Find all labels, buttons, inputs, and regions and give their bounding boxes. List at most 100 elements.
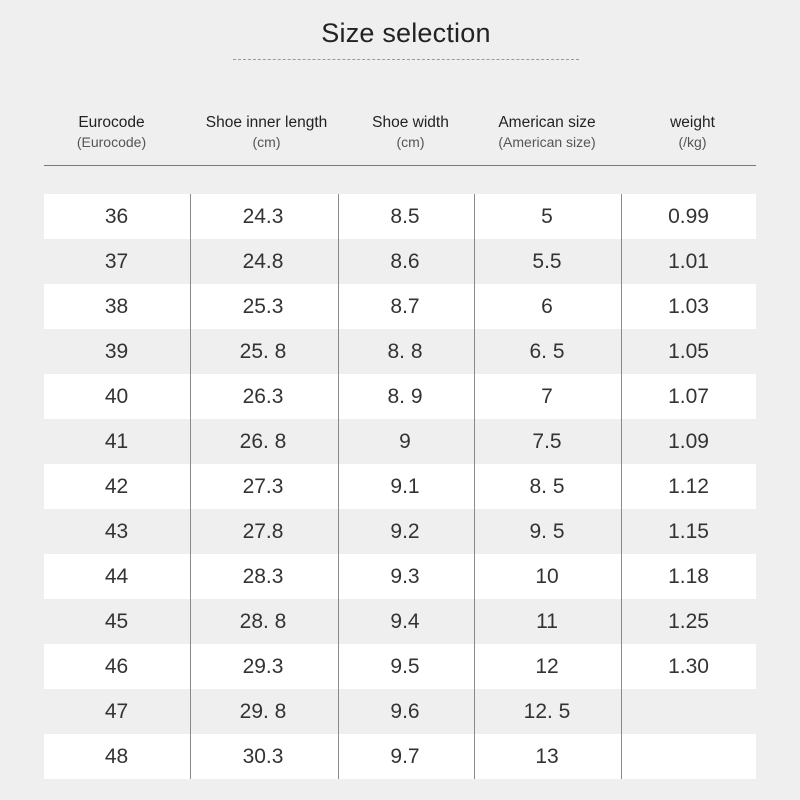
table-cell: 44	[104, 565, 129, 588]
table-cell: 39	[104, 340, 129, 363]
table-header: Eurocode (Eurocode) Shoe inner length (c…	[44, 112, 756, 168]
column-divider	[474, 194, 475, 779]
table-cell: 43	[104, 520, 129, 543]
page-title: Size selection	[321, 18, 491, 48]
table-cell: 9.1	[390, 475, 420, 498]
table-cell: 11	[536, 610, 558, 633]
table-cell: 9	[399, 430, 411, 453]
header-label: American size	[498, 114, 596, 131]
table-cell: 41	[104, 430, 129, 453]
table-cell: 28. 8	[239, 610, 287, 633]
header-label: Shoe inner length	[205, 114, 328, 131]
header-sublabel: (cm)	[252, 134, 281, 150]
table-cell: 36	[104, 205, 129, 228]
column-divider	[338, 194, 339, 779]
table-cell: 24.8	[242, 250, 284, 273]
header-label: weight	[670, 114, 715, 131]
table-cell: 6. 5	[529, 340, 565, 363]
table-cell: 1.09	[668, 430, 709, 453]
table-cell: 1.01	[668, 250, 709, 273]
header-weight: weight (/kg)	[621, 112, 764, 150]
table-row: 43 27.8 9.2 9. 5 1.15	[44, 509, 756, 554]
table-cell: 9.5	[390, 655, 420, 678]
table-cell: 1.15	[668, 520, 709, 543]
header-eurocode: Eurocode (Eurocode)	[44, 112, 179, 150]
table-cell: 8.6	[390, 250, 420, 273]
table-row: 45 28. 8 9.4 11 1.25	[44, 599, 756, 644]
table-cell: 25. 8	[239, 340, 287, 363]
header-label: Shoe width	[372, 114, 449, 131]
table-cell: 9.3	[390, 565, 420, 588]
table-cell: 42	[104, 475, 129, 498]
table-cell: 13	[535, 745, 559, 768]
table-cell: 26.3	[242, 385, 284, 408]
table-cell: 25.3	[242, 295, 284, 318]
table-row: 38 25.3 8.7 6 1.03	[44, 284, 756, 329]
header-label: Eurocode	[78, 114, 145, 131]
table-cell: 24.3	[242, 205, 284, 228]
table-cell: 8.7	[390, 295, 420, 318]
table-cell: 29.3	[242, 655, 284, 678]
table-cell: 8. 8	[387, 340, 423, 363]
table-row: 47 29. 8 9.6 12. 5	[44, 689, 756, 734]
table-cell: 1.25	[668, 610, 709, 633]
table-cell: 38	[104, 295, 129, 318]
header-sublabel: (American size)	[498, 134, 596, 150]
table-cell: 1.07	[668, 385, 709, 408]
table-cell: 10	[535, 565, 559, 588]
table-row: 37 24.8 8.6 5.5 1.01	[44, 239, 756, 284]
table-row: 40 26.3 8. 9 7 1.07	[44, 374, 756, 419]
table-row: 46 29.3 9.5 12 1.30	[44, 644, 756, 689]
table-cell: 48	[104, 745, 129, 768]
table-cell: 12. 5	[523, 700, 571, 723]
table-row: 42 27.3 9.1 8. 5 1.12	[44, 464, 756, 509]
table-cell: 12	[535, 655, 559, 678]
table-cell: 9.6	[390, 700, 420, 723]
table-cell: 27.3	[242, 475, 284, 498]
table-cell: 7	[541, 385, 553, 408]
table-cell: 9. 5	[529, 520, 565, 543]
table-row: 41 26. 8 9 7.5 1.09	[44, 419, 756, 464]
table-row: 48 30.3 9.7 13	[44, 734, 756, 779]
table-cell: 9.2	[390, 520, 420, 543]
table-cell: 7.5	[532, 430, 562, 453]
table-cell	[621, 734, 756, 779]
header-sublabel: (/kg)	[678, 134, 707, 150]
table-cell: 1.05	[668, 340, 709, 363]
table-cell: 0.99	[668, 205, 709, 228]
header-inner-length: Shoe inner length (cm)	[189, 112, 344, 150]
table-cell: 8. 9	[387, 385, 423, 408]
table-cell: 1.18	[668, 565, 709, 588]
header-divider	[44, 165, 756, 166]
table-cell: 9.4	[390, 610, 420, 633]
table-cell: 40	[104, 385, 129, 408]
table-cell: 9.7	[390, 745, 420, 768]
table-cell: 8. 5	[529, 475, 565, 498]
table-cell: 5.5	[532, 250, 562, 273]
table-row: 44 28.3 9.3 10 1.18	[44, 554, 756, 599]
table-cell: 1.30	[668, 655, 709, 678]
table-cell: 1.03	[668, 295, 709, 318]
table-cell: 29. 8	[239, 700, 287, 723]
size-table: 36 24.3 8.5 5 0.99 37 24.8 8.6 5.5 1.01 38 25.3 8.7 6…	[44, 194, 756, 779]
table-cell: 26. 8	[239, 430, 287, 453]
table-row: 36 24.3 8.5 5 0.99	[44, 194, 756, 239]
table-cell: 1.12	[668, 475, 709, 498]
table-cell: 37	[104, 250, 129, 273]
table-cell: 6	[541, 295, 553, 318]
column-divider	[621, 194, 622, 779]
table-cell: 28.3	[242, 565, 284, 588]
table-cell: 47	[104, 700, 129, 723]
header-sublabel: (cm)	[396, 134, 425, 150]
title-divider	[233, 59, 579, 60]
column-divider	[190, 194, 191, 779]
header-sublabel: (Eurocode)	[76, 134, 147, 150]
header-width: Shoe width (cm)	[344, 112, 477, 150]
table-cell: 27.8	[242, 520, 284, 543]
table-cell: 45	[104, 610, 129, 633]
table-cell: 46	[104, 655, 129, 678]
table-row: 39 25. 8 8. 8 6. 5 1.05	[44, 329, 756, 374]
table-cell: 5	[541, 205, 553, 228]
table-cell: 8.5	[390, 205, 420, 228]
